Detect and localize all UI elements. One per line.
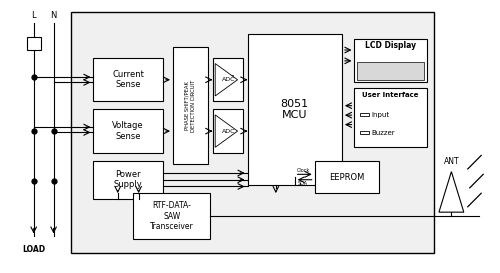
Text: ADC: ADC (222, 77, 236, 82)
FancyBboxPatch shape (71, 12, 434, 253)
Text: Power
Supply: Power Supply (114, 170, 142, 189)
Text: RTF-DATA-
SAW
Transceiver: RTF-DATA- SAW Transceiver (150, 201, 194, 231)
Text: LCD Display: LCD Display (365, 41, 416, 51)
FancyBboxPatch shape (212, 109, 242, 153)
Text: L: L (32, 11, 36, 20)
Text: SDA: SDA (297, 181, 308, 186)
FancyBboxPatch shape (354, 39, 426, 82)
FancyBboxPatch shape (94, 161, 163, 199)
Text: 8051
MCU: 8051 MCU (280, 99, 309, 120)
Text: Current
Sense: Current Sense (112, 70, 144, 90)
Polygon shape (215, 115, 238, 147)
Text: Input: Input (372, 112, 390, 118)
FancyBboxPatch shape (358, 62, 424, 80)
Text: ANT: ANT (444, 157, 459, 166)
Text: LOAD: LOAD (22, 245, 46, 254)
Text: ADC: ADC (222, 129, 236, 133)
FancyBboxPatch shape (360, 130, 370, 134)
FancyBboxPatch shape (94, 109, 163, 153)
Text: ADC: ADC (220, 75, 236, 84)
FancyBboxPatch shape (26, 37, 40, 50)
FancyBboxPatch shape (248, 34, 342, 185)
Text: N: N (50, 11, 57, 20)
Text: User Interface: User Interface (362, 92, 418, 98)
Text: Buzzer: Buzzer (372, 130, 396, 136)
FancyBboxPatch shape (212, 58, 242, 101)
Text: EEPROM: EEPROM (330, 173, 364, 182)
Polygon shape (215, 64, 238, 96)
FancyBboxPatch shape (360, 113, 370, 116)
Text: Clock: Clock (297, 168, 310, 173)
FancyBboxPatch shape (133, 193, 210, 239)
FancyBboxPatch shape (314, 161, 380, 193)
FancyBboxPatch shape (94, 58, 163, 101)
Text: Voltage
Sense: Voltage Sense (112, 121, 144, 141)
FancyBboxPatch shape (173, 47, 208, 164)
Polygon shape (439, 172, 464, 212)
FancyBboxPatch shape (354, 88, 426, 147)
Text: PHASE SHIFT/PEAK
DETECTION CIRCUIT: PHASE SHIFT/PEAK DETECTION CIRCUIT (185, 79, 196, 132)
